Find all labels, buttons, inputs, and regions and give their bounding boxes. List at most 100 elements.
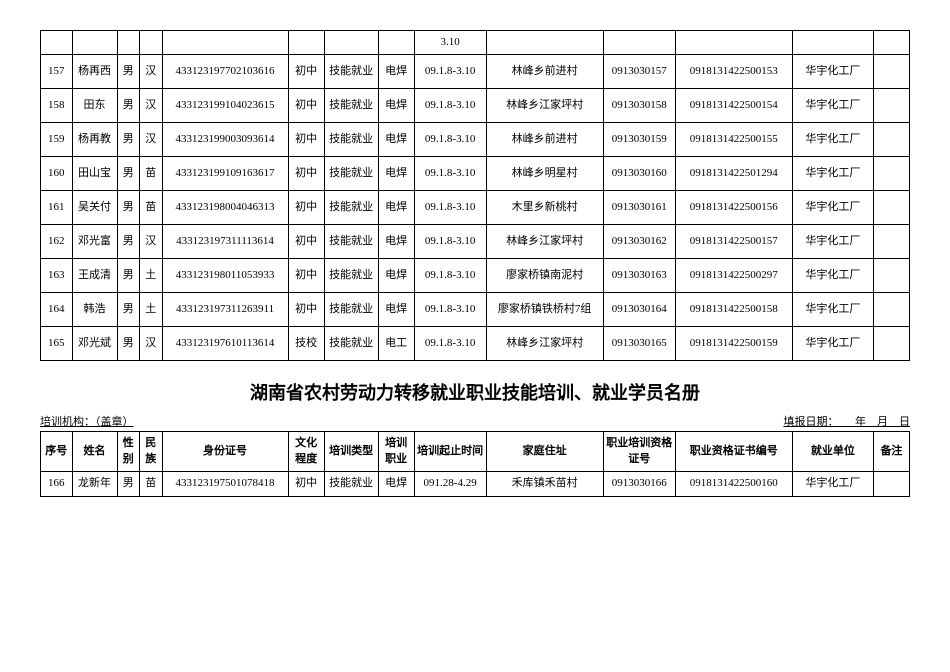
cell-eth: 汉 [140,55,163,89]
cell-seq: 164 [41,293,73,327]
cell-unit: 华宇化工厂 [792,472,873,496]
section-title: 湖南省农村劳动力转移就业职业技能培训、就业学员名册 [40,379,910,405]
cell-seq: 157 [41,55,73,89]
cell-seq: 165 [41,327,73,361]
table-row: 157杨再西男汉433123197702103616初中技能就业电焊09.1.8… [41,55,910,89]
cell-cert: 0918131422500297 [675,259,792,293]
cell-ttime: 09.1.8-3.10 [414,327,486,361]
cell-trid: 0913030166 [603,472,675,496]
cell-eth: 汉 [140,225,163,259]
cell-name: 田山宝 [72,157,117,191]
cell-tjob: 电焊 [378,472,414,496]
cell-sex: 男 [117,293,140,327]
cell-remark [873,157,909,191]
cell-id: 433123197501078418 [162,472,288,496]
cell-cert: 0918131422500154 [675,89,792,123]
cell-seq: 162 [41,225,73,259]
cell-id: 433123197311113614 [162,225,288,259]
cell-name: 吴关付 [72,191,117,225]
cell-name: 杨再西 [72,55,117,89]
cell-remark [873,472,909,496]
cell-unit: 华宇化工厂 [792,327,873,361]
cell-tjob: 电焊 [378,191,414,225]
cell-ttime: 3.10 [414,31,486,55]
cell-ttime: 09.1.8-3.10 [414,123,486,157]
cell-cert: 0918131422500160 [675,472,792,496]
table-row: 165邓光斌男汉433123197610113614技校技能就业电工09.1.8… [41,327,910,361]
cell-unit: 华宇化工厂 [792,123,873,157]
cell-addr: 林峰乡江家坪村 [486,89,603,123]
cell-trid: 0913030158 [603,89,675,123]
h-ttime: 培训起止时间 [414,432,486,472]
cell-edu: 初中 [288,472,324,496]
cell-seq: 159 [41,123,73,157]
cell-unit: 华宇化工厂 [792,293,873,327]
cell-eth: 苗 [140,472,163,496]
cell-ttime: 09.1.8-3.10 [414,225,486,259]
cell-trid: 0913030157 [603,55,675,89]
table-row-partial: 3.10 [41,31,910,55]
meta-row: 培训机构：（盖章） 填报日期： 年 月 日 [40,413,910,429]
cell-unit: 华宇化工厂 [792,157,873,191]
cell-name: 龙新年 [72,472,117,496]
h-trid: 职业培训资格证号 [603,432,675,472]
cell-tjob: 电焊 [378,259,414,293]
cell-id: 433123197610113614 [162,327,288,361]
cell-trid: 0913030160 [603,157,675,191]
cell-sex: 男 [117,472,140,496]
cell-tjob: 电焊 [378,225,414,259]
cell-remark [873,225,909,259]
cell-name: 王成清 [72,259,117,293]
cell-ttype: 技能就业 [324,327,378,361]
h-id: 身份证号 [162,432,288,472]
h-edu: 文化程度 [288,432,324,472]
cell-sex: 男 [117,157,140,191]
cell-tjob: 电工 [378,327,414,361]
h-cert: 职业资格证书编号 [675,432,792,472]
cell-cert: 0918131422501294 [675,157,792,191]
table-row: 166龙新年男苗433123197501078418初中技能就业电焊091.28… [41,472,910,496]
cell-remark [873,123,909,157]
cell-edu: 初中 [288,55,324,89]
cell-eth: 苗 [140,157,163,191]
h-unit: 就业单位 [792,432,873,472]
cell-edu: 初中 [288,123,324,157]
cell-seq: 161 [41,191,73,225]
cell-sex: 男 [117,55,140,89]
cell-ttime: 09.1.8-3.10 [414,191,486,225]
table-row: 161吴关付男苗433123198004046313初中技能就业电焊09.1.8… [41,191,910,225]
cell-ttype: 技能就业 [324,89,378,123]
cell-edu: 初中 [288,225,324,259]
cell-ttype: 技能就业 [324,225,378,259]
cell-unit: 华宇化工厂 [792,191,873,225]
cell-name: 杨再教 [72,123,117,157]
cell-tjob: 电焊 [378,89,414,123]
cell-edu: 初中 [288,293,324,327]
h-eth: 民族 [140,432,163,472]
cell-ttype: 技能就业 [324,472,378,496]
cell-id: 433123198004046313 [162,191,288,225]
table-row: 158田东男汉433123199104023615初中技能就业电焊09.1.8-… [41,89,910,123]
cell-ttype: 技能就业 [324,55,378,89]
cell-eth: 汉 [140,123,163,157]
table-row: 162邓光富男汉433123197311113614初中技能就业电焊09.1.8… [41,225,910,259]
cell-ttime: 09.1.8-3.10 [414,157,486,191]
cell-edu: 初中 [288,157,324,191]
cell-cert: 0918131422500157 [675,225,792,259]
cell-unit: 华宇化工厂 [792,225,873,259]
cell-addr: 林峰乡江家坪村 [486,225,603,259]
cell-trid: 0913030159 [603,123,675,157]
cell-sex: 男 [117,327,140,361]
cell-seq: 163 [41,259,73,293]
h-ttype: 培训类型 [324,432,378,472]
cell-edu: 初中 [288,89,324,123]
cell-eth: 汉 [140,89,163,123]
cell-cert: 0918131422500158 [675,293,792,327]
cell-sex: 男 [117,89,140,123]
cell-trid: 0913030165 [603,327,675,361]
cell-eth: 苗 [140,191,163,225]
cell-sex: 男 [117,225,140,259]
cell-cert: 0918131422500155 [675,123,792,157]
cell-addr: 廖家桥镇铁桥村7组 [486,293,603,327]
h-tjob: 培训职业 [378,432,414,472]
